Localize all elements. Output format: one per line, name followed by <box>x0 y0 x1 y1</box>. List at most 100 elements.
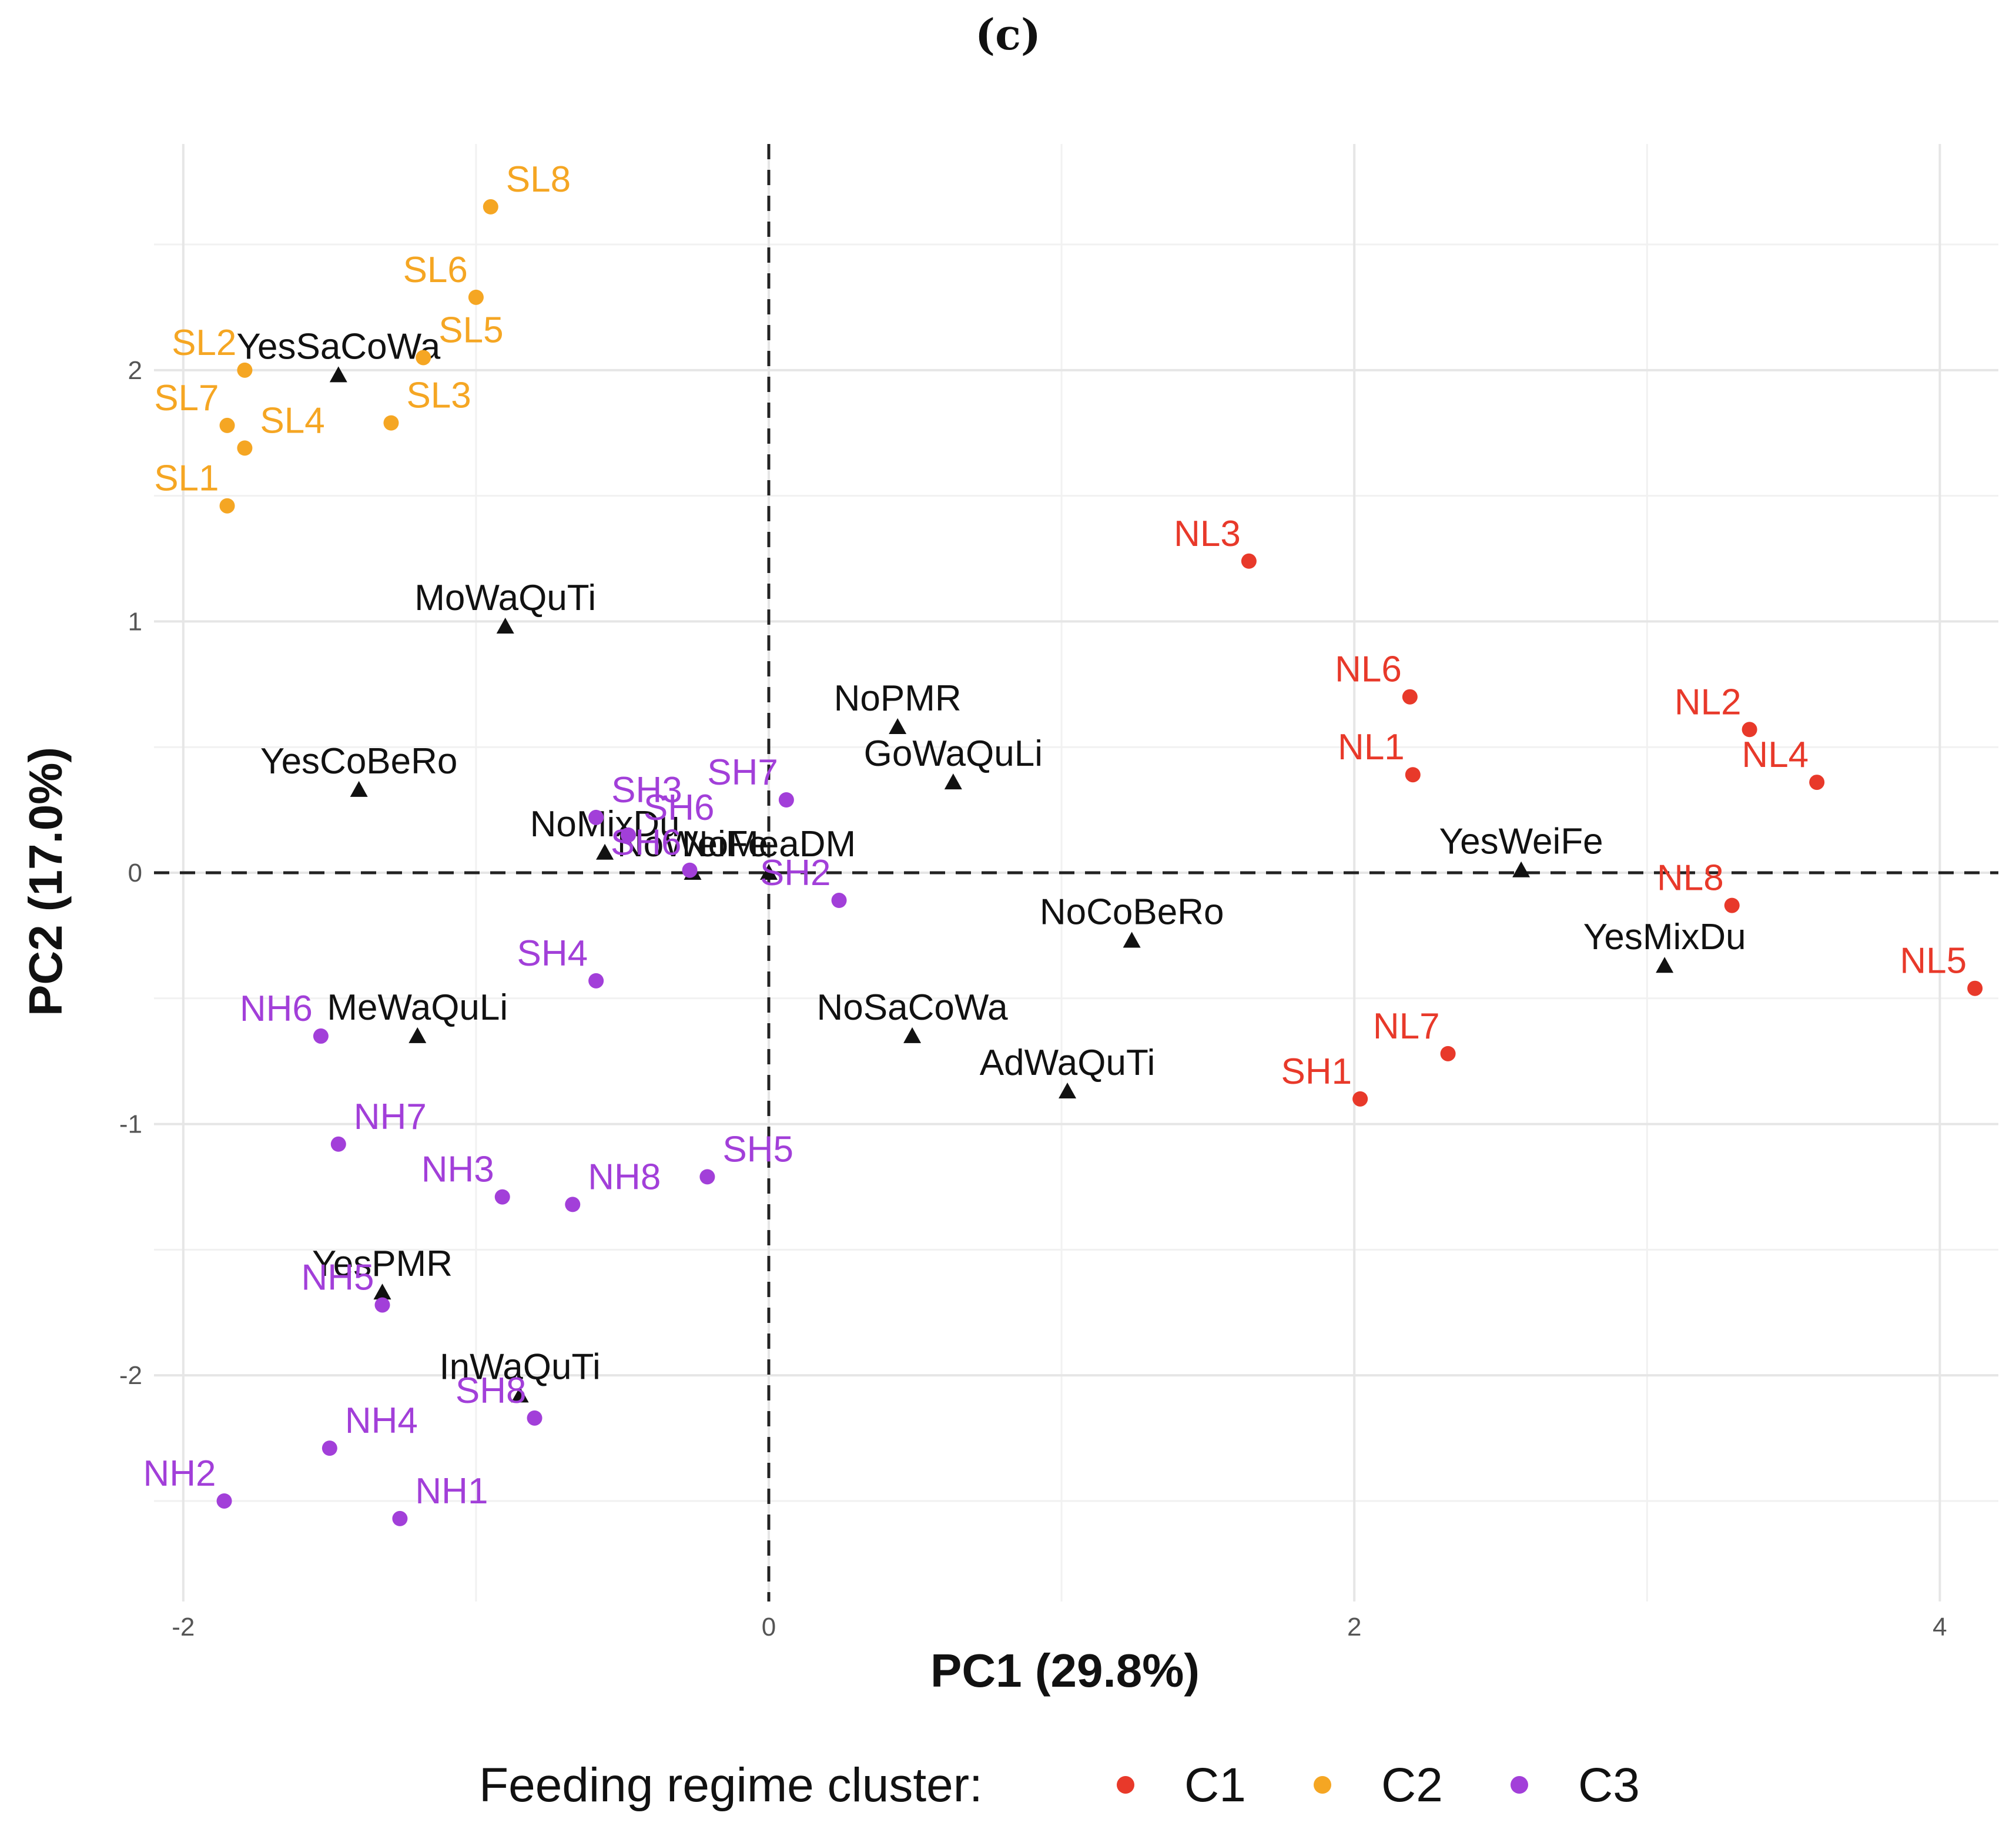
data-point <box>322 1440 337 1456</box>
variable-label: NoCoBeRo <box>1040 892 1224 932</box>
x-tick-label: 0 <box>762 1613 776 1641</box>
data-point <box>416 350 431 366</box>
legend-swatch <box>1511 1776 1528 1794</box>
data-point-label: SL4 <box>260 400 324 441</box>
data-point-label: NH6 <box>240 989 313 1029</box>
data-point <box>1352 1091 1368 1107</box>
data-point <box>468 289 484 305</box>
legend-swatch <box>1117 1776 1134 1794</box>
data-point-label: NL5 <box>1900 941 1967 981</box>
y-axis-title: PC2 (17.0%) <box>19 747 72 1016</box>
variable-label: YesPMR <box>312 1244 453 1284</box>
data-point <box>1742 722 1757 738</box>
variable-marker <box>329 366 347 383</box>
x-tick-label: -2 <box>172 1613 195 1641</box>
variable-label: MeWaQuLi <box>327 987 508 1028</box>
data-point-label: SH5 <box>722 1129 793 1170</box>
y-tick-label: -2 <box>119 1361 142 1390</box>
data-point-label: SL7 <box>154 378 219 418</box>
variable-label: NoWeiFe <box>617 824 768 865</box>
variable-marker <box>944 773 962 790</box>
data-point <box>1809 775 1825 790</box>
legend-entries: C1 C2 C3 <box>1117 1758 1640 1812</box>
variable-marker <box>1059 1083 1077 1098</box>
variable-marker <box>1123 932 1141 948</box>
legend-title: Feeding regime cluster: <box>479 1758 983 1812</box>
legend: Feeding regime cluster: C1 C2 C3 <box>479 1758 1640 1812</box>
data-point-label: SL8 <box>506 159 571 200</box>
data-point <box>527 1410 542 1426</box>
data-point-label: SL6 <box>403 250 468 290</box>
data-point <box>1402 689 1418 705</box>
data-point <box>330 1136 346 1152</box>
legend-swatch <box>1314 1776 1331 1794</box>
variable-label: YesSaCoWa <box>236 326 440 367</box>
data-point <box>383 415 399 431</box>
data-point <box>588 973 604 989</box>
variable-marker <box>511 1386 529 1403</box>
data-point-label: NL1 <box>1338 727 1405 768</box>
data-point-label: NH8 <box>588 1157 661 1197</box>
y-tick-label: 2 <box>128 356 142 385</box>
variable-markers: YesSaCoWa MoWaQuTi YesCoBeRo NoMixDuNoWeiFe… <box>236 326 1746 1403</box>
data-point-label: NL4 <box>1742 735 1809 775</box>
data-point-label: NH3 <box>421 1150 494 1190</box>
data-point-label: SH8 <box>456 1371 527 1411</box>
data-point <box>237 440 253 456</box>
variable-marker <box>889 718 907 734</box>
data-point <box>1440 1046 1456 1061</box>
variable-label: AdWaQuTi <box>980 1043 1156 1083</box>
data-point-label: NH2 <box>143 1453 216 1494</box>
data-point-label: NH7 <box>354 1097 427 1137</box>
variable-label: NoMixDu <box>530 804 680 845</box>
variable-label: YesCoBeRo <box>260 741 458 782</box>
variable-label: NoMeaDM <box>682 824 856 865</box>
data-point-label: NL7 <box>1373 1006 1440 1047</box>
variable-marker <box>1512 861 1531 877</box>
data-point <box>216 1493 232 1509</box>
data-point <box>237 362 253 378</box>
data-point <box>483 199 498 215</box>
data-point <box>392 1510 408 1526</box>
data-point-label: NH1 <box>415 1471 488 1512</box>
variable-marker <box>1656 957 1674 973</box>
data-point-label: SH2 <box>760 853 831 893</box>
data-point-label: NL3 <box>1174 514 1241 554</box>
data-point <box>374 1297 390 1313</box>
data-point <box>620 827 636 843</box>
data-point <box>1405 767 1421 783</box>
x-tick-label: 4 <box>1933 1613 1947 1641</box>
y-axis-ticks: -2 -1 0 1 2 <box>119 356 142 1390</box>
variable-label: YesMixDu <box>1583 917 1746 957</box>
variable-label: NoSaCoWa <box>817 987 1009 1028</box>
variable-marker <box>903 1027 922 1043</box>
data-point-label: NH5 <box>301 1257 374 1298</box>
y-tick-label: -1 <box>119 1110 142 1139</box>
data-point <box>699 1169 715 1185</box>
variable-label: NoPMR <box>834 678 962 719</box>
data-point <box>588 809 604 825</box>
panel-label: (c) <box>975 9 1041 59</box>
y-tick-label: 0 <box>128 859 142 887</box>
data-point-label: SH6 <box>644 788 715 828</box>
data-point-label: SH7 <box>707 752 778 793</box>
variable-marker <box>596 843 614 860</box>
y-tick-label: 1 <box>128 607 142 636</box>
data-point-label: SL2 <box>172 323 236 363</box>
x-axis-title: PC1 (29.8%) <box>930 1644 1200 1697</box>
x-axis-ticks: -2 0 2 4 <box>172 1613 1947 1641</box>
legend-label: C2 <box>1381 1758 1443 1812</box>
variable-label: MoWaQuTi <box>414 578 596 618</box>
data-point <box>219 417 235 433</box>
data-point <box>682 862 698 878</box>
data-point <box>1724 897 1740 913</box>
data-point-label: SH4 <box>517 933 588 974</box>
data-point-label: SL5 <box>438 310 503 350</box>
data-point-label: SH1 <box>1281 1051 1352 1092</box>
variable-marker <box>760 864 778 880</box>
variable-label: GoWaQuLi <box>864 733 1043 774</box>
data-point <box>1967 980 1983 996</box>
data-point-label: SL3 <box>406 376 471 416</box>
